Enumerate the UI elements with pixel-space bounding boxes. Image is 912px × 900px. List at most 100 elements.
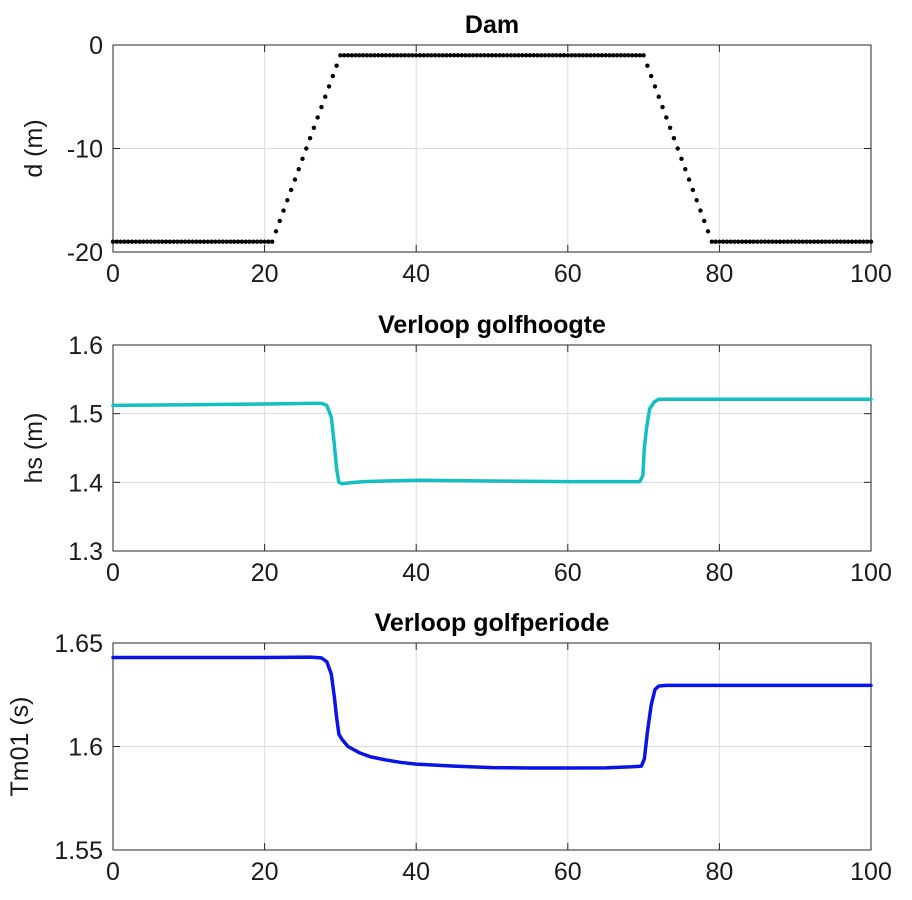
- dam-data-point: [281, 208, 286, 213]
- wave-height-x-tick-label: 0: [106, 559, 120, 587]
- dam-data-point: [542, 53, 548, 58]
- dam-data-point: [868, 239, 874, 244]
- dam-data-point: [671, 135, 677, 141]
- dam-data-point: [239, 239, 245, 244]
- dam-data-point: [512, 53, 517, 58]
- dam-data-point: [330, 73, 336, 79]
- wave-period-y-tick-label: 1.65: [54, 630, 103, 658]
- dam-data-point: [353, 53, 358, 58]
- dam-data-point: [739, 239, 745, 244]
- dam-data-point: [569, 53, 574, 58]
- dam-data-point: [417, 53, 423, 58]
- dam-data-point: [724, 239, 730, 244]
- dam-data-point: [535, 53, 540, 58]
- dam-data-point: [114, 239, 119, 244]
- dam-data-point: [656, 94, 661, 99]
- dam-data-point: [307, 135, 313, 141]
- dam-data-point: [167, 239, 173, 244]
- dam-data-point: [652, 84, 658, 89]
- wave-height-x-tick-label: 40: [402, 559, 430, 587]
- wave-height-y-axis-label: hs (m): [20, 413, 48, 484]
- dam-data-point: [379, 53, 385, 58]
- dam-data-point: [713, 239, 718, 244]
- dam-data-point: [421, 53, 426, 58]
- dam-x-tick-label: 60: [554, 260, 582, 288]
- dam-data-point: [266, 239, 271, 244]
- dam-data-point: [838, 239, 843, 244]
- plot-wave-height: 0 20 40 60 80 100 1.3 1.4 1.5 1.6 Verloop golfhoog…: [20, 311, 892, 587]
- dam-data-point: [861, 239, 866, 244]
- dam-data-point: [607, 53, 612, 58]
- dam-data-point: [213, 239, 218, 244]
- dam-data-point: [497, 53, 502, 58]
- dam-data-point: [440, 53, 445, 58]
- dam-data-point: [857, 239, 862, 244]
- dam-data-point: [110, 239, 116, 244]
- wave-height-title: Verloop golfhoogte: [378, 311, 606, 339]
- dam-data-point: [209, 239, 214, 244]
- dam-data-point: [648, 73, 654, 79]
- dam-data-point: [686, 177, 692, 182]
- dam-data-point: [834, 239, 840, 244]
- dam-data-point: [641, 53, 646, 58]
- dam-x-tick-label: 40: [402, 260, 430, 288]
- dam-data-point: [122, 239, 127, 244]
- dam-data-point: [205, 239, 210, 244]
- dam-data-point: [853, 239, 859, 244]
- dam-data-point: [523, 53, 529, 58]
- dam-data-point: [683, 167, 688, 172]
- dam-y-tick-label: -20: [67, 239, 103, 267]
- dam-data-point: [573, 53, 578, 58]
- dam-data-point: [736, 239, 741, 244]
- dam-data-point: [118, 239, 123, 244]
- dam-data-point: [758, 239, 764, 244]
- dam-data-point: [182, 239, 188, 244]
- dam-data-point: [463, 53, 468, 58]
- dam-data-point: [220, 239, 226, 244]
- dam-data-point: [664, 115, 669, 120]
- dam-data-point: [224, 239, 229, 244]
- dam-data-point: [819, 239, 824, 244]
- dam-data-point: [720, 239, 726, 244]
- dam-data-point: [273, 229, 279, 234]
- dam-data-point: [747, 239, 752, 244]
- dam-data-point: [520, 53, 525, 58]
- dam-data-point: [262, 239, 267, 244]
- dam-data-point: [383, 53, 389, 58]
- dam-data-point: [357, 53, 362, 58]
- dam-data-point: [406, 53, 411, 58]
- wave-height-axes: [112, 344, 872, 552]
- wave-period-x-tick-label: 20: [251, 858, 279, 886]
- dam-data-point: [345, 53, 351, 58]
- wave-period-y-tick-label: 1.6: [68, 734, 103, 762]
- dam-data-point: [580, 53, 586, 58]
- dam-data-point: [698, 208, 703, 213]
- dam-data-point: [482, 53, 487, 58]
- dam-title: Dam: [465, 11, 519, 39]
- dam-data-point: [694, 198, 699, 203]
- dam-data-point: [516, 53, 521, 58]
- dam-data-point: [398, 53, 404, 58]
- dam-data-point: [823, 239, 828, 244]
- dam-data-point: [201, 239, 207, 244]
- dam-data-point: [865, 239, 870, 244]
- wave-height-x-tick-label: 80: [705, 559, 733, 587]
- dam-data-point: [561, 53, 567, 58]
- dam-data-point: [315, 115, 320, 120]
- dam-data-point: [133, 239, 138, 244]
- dam-data-point: [645, 63, 650, 68]
- dam-data-point: [228, 239, 233, 244]
- dam-data-point: [436, 53, 442, 58]
- dam-data-point: [717, 239, 722, 244]
- dam-data-point: [592, 53, 597, 58]
- dam-data-point: [493, 53, 498, 58]
- dam-data-point: [796, 239, 802, 244]
- dam-data-point: [156, 239, 161, 244]
- wave-height-x-tick-label: 100: [850, 559, 892, 587]
- dam-data-point: [190, 239, 195, 244]
- dam-data-point: [486, 53, 491, 58]
- dam-data-point: [160, 239, 165, 244]
- dam-data-point: [743, 239, 749, 244]
- wave-period-y-tick-label: 1.55: [54, 837, 103, 865]
- dam-data-point: [508, 53, 514, 58]
